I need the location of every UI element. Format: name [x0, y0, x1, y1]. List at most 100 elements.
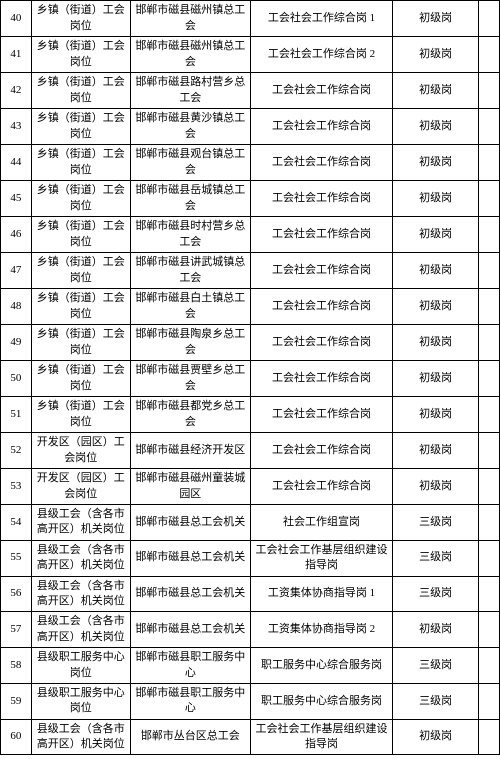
cell: 初级岗 [392, 433, 478, 469]
table-row: 50乡镇（街道）工会岗位邯郸市磁县贾壁乡总工会工会社会工作综合岗初级岗 [1, 361, 500, 397]
cell: 工会社会工作综合岗 [251, 217, 393, 253]
cell: 乡镇（街道）工会岗位 [31, 361, 130, 397]
cell: 开发区（园区）工会岗位 [31, 433, 130, 469]
cell: 邯郸市磁县贾壁乡总工会 [130, 361, 250, 397]
table-row: 60县级工会（含各市高开区）机关岗位邯郸市丛台区总工会工会社会工作基层组织建设指… [1, 719, 500, 755]
cell: 邯郸市磁县总工会机关 [130, 576, 250, 612]
cell: 初级岗 [392, 719, 478, 755]
cell: 乡镇（街道）工会岗位 [31, 217, 130, 253]
table-row: 43乡镇（街道）工会岗位邯郸市磁县黄沙镇总工会工会社会工作综合岗初级岗 [1, 109, 500, 145]
cell: 初级岗 [392, 612, 478, 648]
cell: 三级岗 [392, 540, 478, 576]
cell: 工资集体协商指导岗 1 [251, 576, 393, 612]
cell: 56 [1, 576, 32, 612]
cell: 初级岗 [392, 1, 478, 37]
cell: 初级岗 [392, 73, 478, 109]
cell: 工会社会工作综合岗 1 [251, 1, 393, 37]
cell: 初级岗 [392, 325, 478, 361]
cell: 工会社会工作综合岗 [251, 181, 393, 217]
cell: 工会社会工作基层组织建设指导岗 [251, 719, 393, 755]
cell-empty [479, 37, 500, 73]
cell: 县级工会（含各市高开区）机关岗位 [31, 576, 130, 612]
cell: 49 [1, 325, 32, 361]
cell: 57 [1, 612, 32, 648]
cell: 邯郸市磁县时村营乡总工会 [130, 217, 250, 253]
cell: 乡镇（街道）工会岗位 [31, 325, 130, 361]
cell: 职工服务中心综合服务岗 [251, 648, 393, 684]
cell: 县级职工服务中心岗位 [31, 683, 130, 719]
cell: 43 [1, 109, 32, 145]
table-row: 55县级工会（含各市高开区）机关岗位邯郸市磁县总工会机关工会社会工作基层组织建设… [1, 540, 500, 576]
cell-empty [479, 397, 500, 433]
cell: 初级岗 [392, 253, 478, 289]
table-row: 53开发区（园区）工会岗位邯郸市磁县磁州童装城园区工会社会工作综合岗初级岗 [1, 469, 500, 505]
table-row: 56县级工会（含各市高开区）机关岗位邯郸市磁县总工会机关工资集体协商指导岗 1三… [1, 576, 500, 612]
cell-empty [479, 325, 500, 361]
cell-empty [479, 683, 500, 719]
cell-empty [479, 505, 500, 541]
cell: 邯郸市磁县职工服务中心 [130, 648, 250, 684]
table-row: 52开发区（园区）工会岗位邯郸市磁县经济开发区工会社会工作综合岗初级岗 [1, 433, 500, 469]
cell: 邯郸市磁县磁州镇总工会 [130, 37, 250, 73]
cell-empty [479, 612, 500, 648]
cell-empty [479, 469, 500, 505]
cell: 初级岗 [392, 145, 478, 181]
table-row: 58县级职工服务中心岗位邯郸市磁县职工服务中心职工服务中心综合服务岗三级岗 [1, 648, 500, 684]
cell: 54 [1, 505, 32, 541]
cell: 初级岗 [392, 397, 478, 433]
cell: 邯郸市磁县总工会机关 [130, 612, 250, 648]
cell: 乡镇（街道）工会岗位 [31, 145, 130, 181]
cell: 县级工会（含各市高开区）机关岗位 [31, 540, 130, 576]
cell: 42 [1, 73, 32, 109]
cell: 46 [1, 217, 32, 253]
cell: 53 [1, 469, 32, 505]
table-row: 40乡镇（街道）工会岗位邯郸市磁县磁州镇总工会工会社会工作综合岗 1初级岗 [1, 1, 500, 37]
cell-empty [479, 253, 500, 289]
cell: 工会社会工作基层组织建设指导岗 [251, 540, 393, 576]
cell: 县级工会（含各市高开区）机关岗位 [31, 719, 130, 755]
cell: 初级岗 [392, 37, 478, 73]
cell: 邯郸市丛台区总工会 [130, 719, 250, 755]
cell: 县级工会（含各市高开区）机关岗位 [31, 505, 130, 541]
cell: 邯郸市磁县职工服务中心 [130, 683, 250, 719]
cell: 社会工作组宣岗 [251, 505, 393, 541]
table-row: 49乡镇（街道）工会岗位邯郸市磁县陶泉乡总工会工会社会工作综合岗初级岗 [1, 325, 500, 361]
cell: 邯郸市磁县白土镇总工会 [130, 289, 250, 325]
cell-empty [479, 719, 500, 755]
cell: 58 [1, 648, 32, 684]
cell: 邯郸市磁县磁州童装城园区 [130, 469, 250, 505]
cell: 工会社会工作综合岗 [251, 73, 393, 109]
cell: 三级岗 [392, 683, 478, 719]
cell: 51 [1, 397, 32, 433]
cell: 初级岗 [392, 181, 478, 217]
cell: 40 [1, 1, 32, 37]
cell: 工会社会工作综合岗 [251, 469, 393, 505]
cell: 县级工会（含各市高开区）机关岗位 [31, 612, 130, 648]
cell: 工会社会工作综合岗 2 [251, 37, 393, 73]
cell: 三级岗 [392, 648, 478, 684]
cell: 初级岗 [392, 361, 478, 397]
cell: 邯郸市磁县总工会机关 [130, 540, 250, 576]
cell: 工会社会工作综合岗 [251, 109, 393, 145]
table-row: 44乡镇（街道）工会岗位邯郸市磁县观台镇总工会工会社会工作综合岗初级岗 [1, 145, 500, 181]
cell: 59 [1, 683, 32, 719]
cell-empty [479, 648, 500, 684]
cell: 邯郸市磁县岳城镇总工会 [130, 181, 250, 217]
cell: 乡镇（街道）工会岗位 [31, 37, 130, 73]
table-row: 45乡镇（街道）工会岗位邯郸市磁县岳城镇总工会工会社会工作综合岗初级岗 [1, 181, 500, 217]
cell: 乡镇（街道）工会岗位 [31, 289, 130, 325]
cell: 初级岗 [392, 469, 478, 505]
table-row: 54县级工会（含各市高开区）机关岗位邯郸市磁县总工会机关社会工作组宣岗三级岗 [1, 505, 500, 541]
cell: 41 [1, 37, 32, 73]
cell: 邯郸市磁县经济开发区 [130, 433, 250, 469]
cell: 工资集体协商指导岗 2 [251, 612, 393, 648]
cell: 邯郸市磁县磁州镇总工会 [130, 1, 250, 37]
cell: 乡镇（街道）工会岗位 [31, 181, 130, 217]
cell: 邯郸市磁县观台镇总工会 [130, 145, 250, 181]
cell: 44 [1, 145, 32, 181]
cell-empty [479, 433, 500, 469]
cell-empty [479, 540, 500, 576]
cell: 初级岗 [392, 289, 478, 325]
cell: 52 [1, 433, 32, 469]
cell: 工会社会工作综合岗 [251, 397, 393, 433]
